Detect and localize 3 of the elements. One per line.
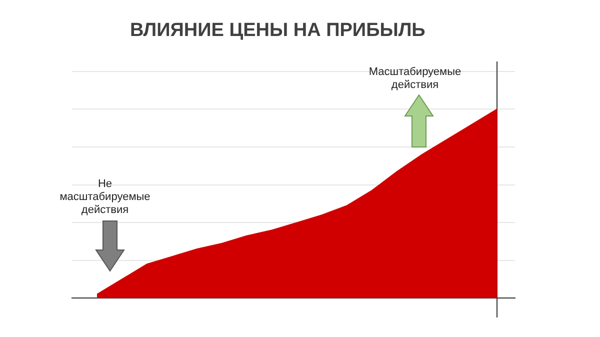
text: Масштабируемые действия xyxy=(368,66,462,92)
annotation: Не масштабируемые действия xyxy=(58,178,152,217)
chart-title: ВЛИЯНИЕ ЦЕНЫ НА ПРИБЫЛЬ xyxy=(130,20,426,42)
